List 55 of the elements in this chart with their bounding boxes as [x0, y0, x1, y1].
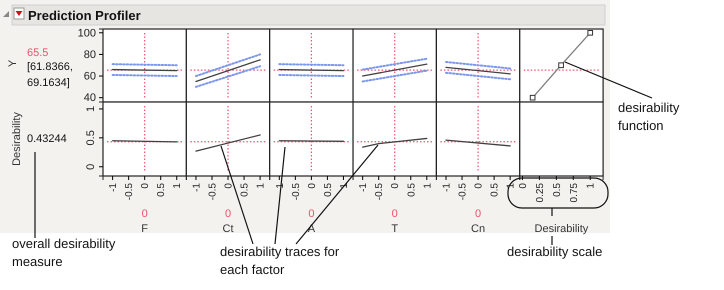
x-axis-title: Cn	[471, 223, 486, 235]
y-tick-label: 100	[78, 27, 96, 40]
x-tick-label: 0	[140, 182, 152, 189]
text: 0	[142, 208, 148, 220]
y-axis-title: Desirability	[11, 112, 23, 166]
x-tick-label: -1	[442, 182, 453, 192]
y-tick-label: 60	[84, 70, 96, 83]
text: 0	[475, 208, 482, 220]
x-tick-label: -0.5	[374, 182, 386, 200]
chart-title: Prediction Profiler	[28, 8, 141, 23]
text: [61.8366, 69.1634]	[27, 61, 73, 89]
x-tick-label: -0.5	[124, 182, 136, 200]
x-tick-label: 1	[338, 182, 350, 189]
x-tick-label: -1	[108, 182, 120, 192]
x-tick-label: -0.5	[290, 182, 302, 200]
x-tick-label: 0	[224, 182, 235, 189]
y-tick-label: 1	[85, 106, 97, 112]
x-tick-label: 0.5	[552, 182, 563, 197]
text: 0	[224, 208, 232, 220]
y-axis-title: Y	[7, 59, 19, 68]
x-tick-label: 0.5	[156, 182, 168, 197]
x-tick-label: 0	[474, 182, 485, 189]
x-tick-label: 0.75	[568, 182, 580, 202]
x-axis-title: T	[391, 223, 398, 235]
x-axis-title: Ct	[222, 223, 234, 235]
x-tick-label: 0.25	[534, 182, 546, 202]
x-tick-label: 0.5	[322, 182, 334, 197]
x-tick-label: 1	[586, 182, 597, 189]
text: 0	[392, 208, 398, 220]
x-tick-label: 1	[256, 182, 267, 189]
x-tick-label: 0	[306, 182, 318, 189]
x-tick-label: -0.5	[458, 182, 469, 200]
x-tick-label: 1	[422, 182, 434, 189]
x-axis-title: F	[141, 223, 148, 235]
x-tick-label: -1	[191, 182, 202, 192]
x-tick-label: 0.5	[490, 182, 501, 197]
x-tick-label: 0	[518, 182, 529, 189]
x-tick-label: 1	[172, 182, 184, 189]
text: 65.5	[27, 47, 48, 59]
x-axis-title: Desirability	[534, 223, 589, 235]
y-tick-label: 0	[85, 164, 97, 170]
text: overall desirability measure	[12, 236, 116, 269]
text: desirability traces for each factor	[220, 244, 340, 277]
y-tick-label: 80	[84, 48, 96, 61]
text: 0.43244	[27, 133, 67, 145]
text: desirability scale	[507, 244, 602, 259]
y-tick-label: 40	[84, 92, 96, 104]
x-tick-label: 0.5	[406, 182, 418, 197]
x-tick-label: 0	[390, 182, 402, 189]
text: desirability function	[618, 100, 680, 133]
x-tick-label: -1	[358, 182, 370, 192]
x-tick-label: -0.5	[207, 182, 218, 200]
x-tick-label: 0.5	[240, 182, 251, 197]
text: 0	[308, 208, 314, 220]
y-tick-label: 0.5	[85, 130, 97, 146]
